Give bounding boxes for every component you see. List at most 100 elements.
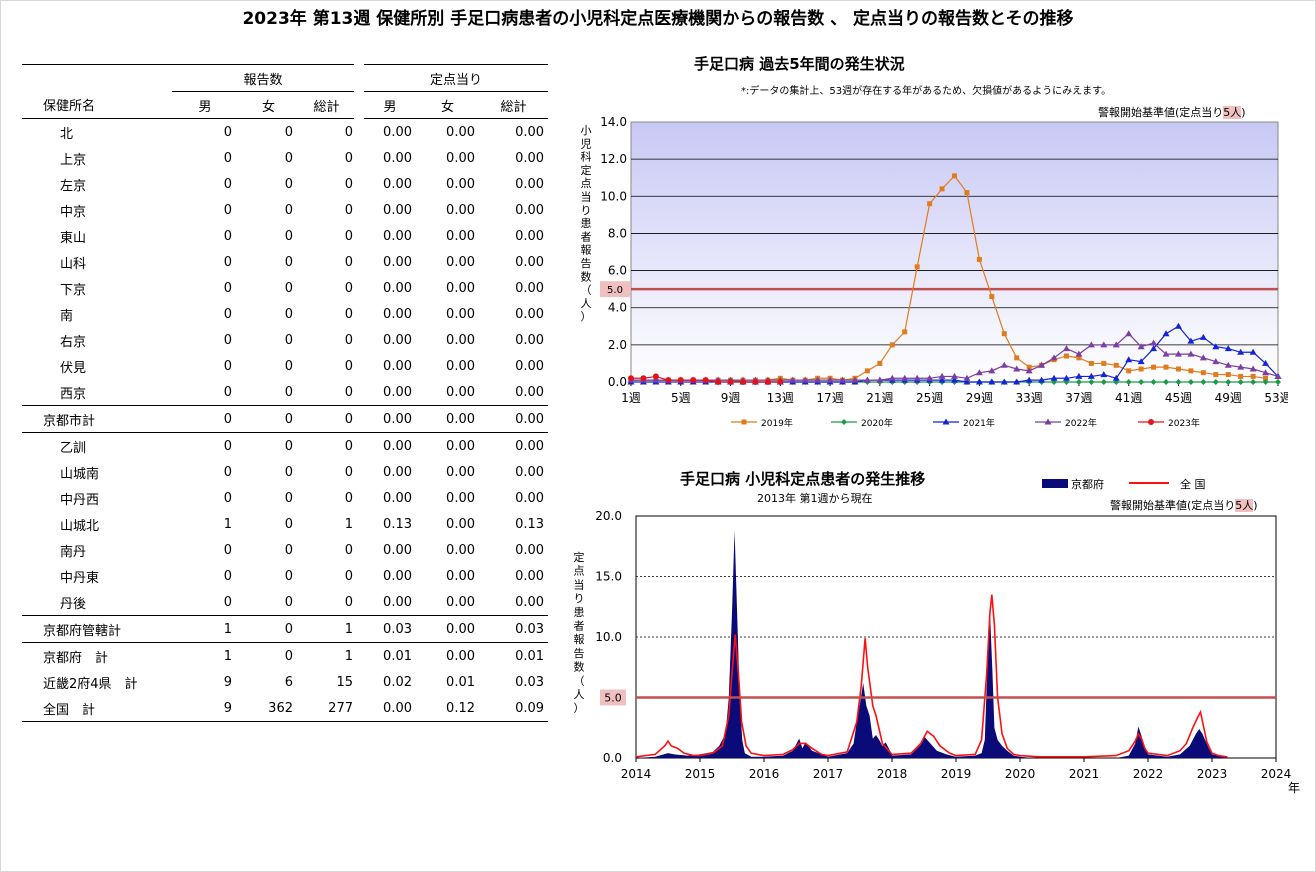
chart1-point [1175,366,1181,372]
row-per-female: 0.00 [446,254,475,270]
row-female: 0 [284,332,293,348]
row-male: 0 [223,150,232,166]
chart1-point [1050,374,1058,381]
col-header-per-total: 総計 [479,91,549,119]
chart1-point [1025,367,1033,374]
chart1-point [1013,378,1021,385]
row-male: 0 [172,589,238,616]
row-female: 0 [284,648,293,664]
chart1-point [963,374,971,381]
chart1-point [914,264,920,270]
chart1-y-label-char: 定 [581,163,592,177]
chart1-point [889,342,895,348]
row-per-male: 0.00 [383,306,412,322]
row-female: 0 [284,306,293,322]
row-female: 0 [284,516,293,532]
chart2-x-tick-label: 2016 [749,767,780,781]
row-per-female: 0.00 [446,332,475,348]
row-total: 0 [344,464,353,480]
row-total: 0 [344,568,353,584]
chart1-legend-label: 2023年 [1168,417,1200,429]
row-per-male: 0.00 [383,124,412,140]
row-male: 0 [223,228,232,244]
row-name: 南丹 [60,544,87,560]
chart1-point [1262,369,1270,376]
chart2-x-unit: 年 [1288,781,1300,795]
row-total: 0 [299,379,359,406]
row-female: 362 [238,695,299,722]
chart1-point [1076,355,1082,361]
chart1-point [1112,341,1120,348]
chart1-point [1237,363,1245,370]
row-per-male: 0.00 [383,332,412,348]
row-per-male: 0.00 [383,150,412,166]
table-row: 乙訓 0 0 0 0.00 0.00 0.00 [22,433,548,460]
chart1-point [1137,343,1145,350]
chart1-x-tick-label: 25週 [916,391,943,405]
chart1-point [1187,379,1194,385]
row-total: 0 [344,150,353,166]
row-per-female: 0.00 [446,280,475,296]
row-per-total: 0.00 [479,405,549,433]
table-group-header-row: 報告数 定点当り [22,64,549,92]
chart1-point [727,379,734,385]
chart1-point [888,374,896,381]
chart1-point [1249,365,1257,372]
chart1-x-tick-label: 49週 [1215,391,1242,405]
chart1-point [1225,379,1232,385]
row-male: 0 [223,542,232,558]
chart1-x-tick-label: 41週 [1115,391,1142,405]
chart1-point [1162,330,1170,337]
row-per-female: 0.00 [446,542,475,558]
chart1-point [677,377,684,384]
row-name: 京都府管轄計 [22,615,172,643]
chart1-point [975,369,983,376]
row-name: 中京 [60,204,87,220]
chart1-point [1050,354,1058,361]
chart1-legend-marker [1148,419,1154,425]
chart1-point [1087,372,1095,379]
chart1-point [1025,376,1033,383]
row-per-total: 0.00 [515,542,545,558]
chart1-point [1200,379,1207,385]
chart1-y-label-char: 患 [581,217,592,230]
chart2-subtitle: 2013年 第1週から現在 [757,492,873,505]
row-per-male: 0.00 [383,280,412,296]
chart1-point [1125,379,1132,385]
row-per-male: 0.00 [383,254,412,270]
chart1-point [1237,379,1244,385]
row-female: 0 [238,405,299,433]
chart1-point [1125,356,1133,363]
row-per-male: 0.02 [383,674,412,690]
row-per-total: 0.00 [515,332,545,348]
chart1-legend-marker [942,418,950,425]
row-per-male: 0.00 [383,438,412,454]
chart2-title: 手足口病 小児科定点患者の発生推移 [680,470,926,488]
row-male: 1 [223,648,232,664]
chart2-y-label-char: 点 [574,565,585,578]
row-per-total: 0.13 [515,516,545,532]
chart2-y-tick-label: 15.0 [595,570,622,584]
row-female: 0 [284,358,293,374]
chart1-point [952,173,957,179]
row-total: 0 [299,405,359,433]
chart2-legend-kyoto-label: 京都府 [1071,477,1104,491]
header-empty [22,64,172,92]
row-male: 0 [223,280,232,296]
chart1-point [1200,370,1206,376]
row-male: 9 [223,674,232,690]
chart1-threshold-suffix: ) [1241,106,1246,119]
row-total: 0 [344,490,353,506]
chart1-point [1013,365,1021,372]
chart1-x-tick-label: 53週 [1264,391,1288,405]
row-per-total: 0.00 [515,124,545,140]
chart1-x-tick-label: 29週 [966,391,993,405]
chart2-x-tick-label: 2014 [621,767,652,781]
table-row: 南 0 0 0 0.00 0.00 0.00 [22,301,548,327]
row-name: 全国 計 [22,695,172,722]
chart2-y-label-char: ） [574,702,585,715]
chart1-point [652,376,660,383]
chart1-point [963,378,971,385]
row-name: 左京 [60,178,87,194]
chart1-threshold-value: 5人 [1223,106,1242,119]
